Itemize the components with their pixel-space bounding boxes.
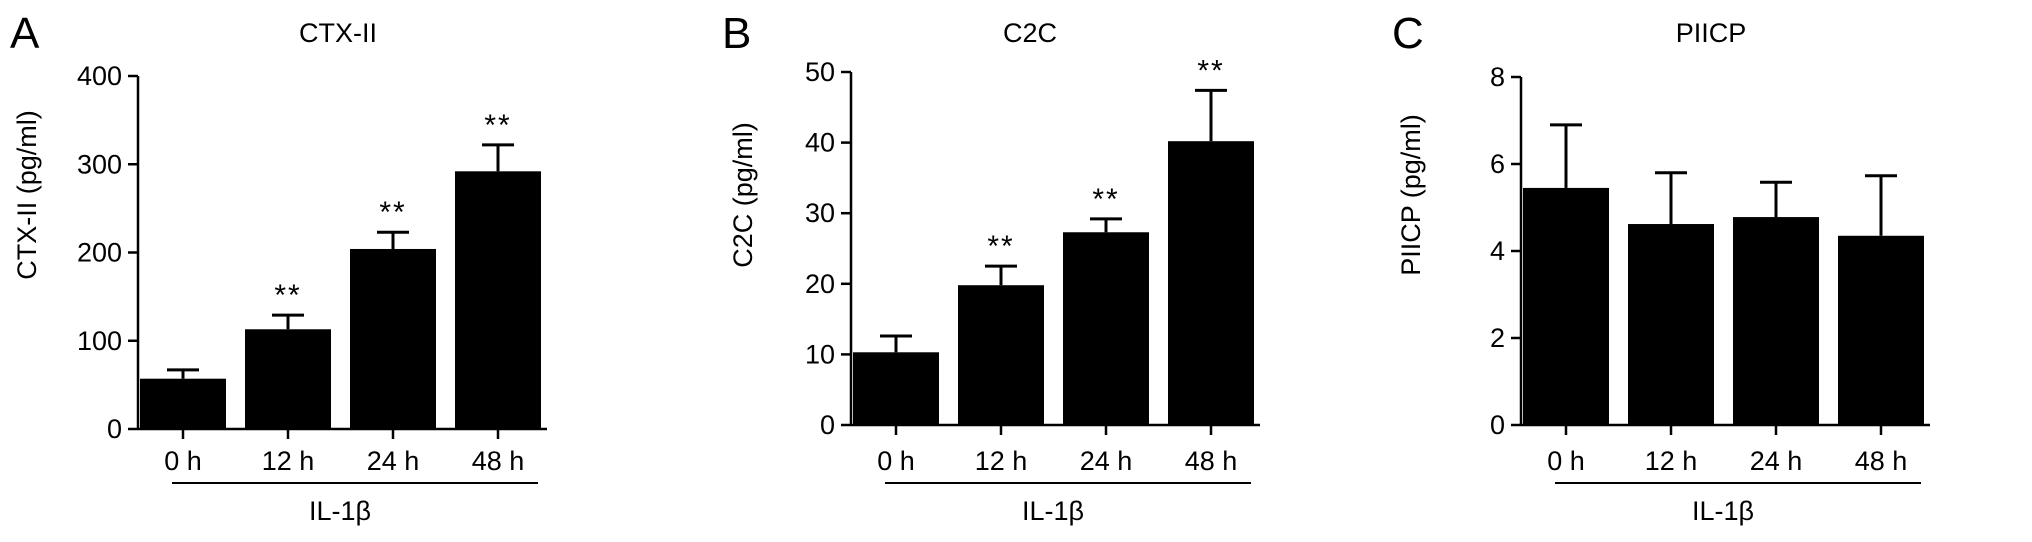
x-tick-label-2: 24 h xyxy=(1080,446,1133,476)
significance-marker: ** xyxy=(1092,183,1119,216)
y-tick-label: 40 xyxy=(805,128,835,158)
panel-letter: C xyxy=(1392,9,1424,58)
bar xyxy=(1063,232,1149,425)
x-tick-label-0: 0 h xyxy=(164,446,202,476)
y-tick-label: 300 xyxy=(77,149,122,179)
bar xyxy=(140,378,226,429)
y-axis-label: PIICP (pg/ml) xyxy=(1396,114,1426,276)
panel-letter: A xyxy=(10,9,40,58)
group-label: IL-1β xyxy=(1692,496,1754,526)
y-tick-label: 30 xyxy=(805,198,835,228)
bar xyxy=(1838,235,1924,425)
bar xyxy=(245,329,331,429)
bar xyxy=(958,285,1044,425)
x-tick-label-3: 48 h xyxy=(472,446,525,476)
chart-title: PIICP xyxy=(1676,18,1747,48)
y-tick-label: 20 xyxy=(805,269,835,299)
bar xyxy=(853,352,939,425)
y-tick-label: 400 xyxy=(77,61,122,91)
bar xyxy=(350,248,436,429)
y-tick-label: 50 xyxy=(805,57,835,87)
chart-title: C2C xyxy=(1003,18,1057,48)
x-tick-label-2: 24 h xyxy=(367,446,420,476)
y-axis-label: C2C (pg/ml) xyxy=(728,122,758,268)
y-tick-label: 0 xyxy=(107,414,122,444)
y-tick-label: 6 xyxy=(1490,149,1505,179)
y-tick-label: 8 xyxy=(1490,62,1505,92)
bar xyxy=(1628,224,1714,425)
significance-marker: ** xyxy=(484,109,511,142)
x-tick-label-1: 12 h xyxy=(975,446,1028,476)
bar xyxy=(455,171,541,429)
x-tick-label-1: 12 h xyxy=(262,446,315,476)
x-tick-label-2: 24 h xyxy=(1750,446,1803,476)
y-tick-label: 100 xyxy=(77,326,122,356)
chart-title: CTX-II xyxy=(299,18,377,48)
bar xyxy=(1733,217,1819,425)
y-tick-label: 0 xyxy=(1490,410,1505,440)
x-tick-label-3: 48 h xyxy=(1185,446,1238,476)
y-tick-label: 4 xyxy=(1490,236,1505,266)
panel-c: C PIICP PIICP (pg/ml) 0 h 12 h 24 h 48 h… xyxy=(1392,9,1930,526)
bar xyxy=(1168,141,1254,426)
panel-letter: B xyxy=(722,9,751,58)
x-tick-label-0: 0 h xyxy=(1547,446,1585,476)
panel-a: A CTX-II CTX-II (pg/ml) 0 h 12 h 24 h 48… xyxy=(10,9,547,526)
x-tick-label-0: 0 h xyxy=(877,446,915,476)
y-tick-label: 200 xyxy=(77,238,122,268)
significance-marker: ** xyxy=(379,196,406,229)
group-label: IL-1β xyxy=(1022,496,1084,526)
x-tick-label-3: 48 h xyxy=(1855,446,1908,476)
y-tick-label: 10 xyxy=(805,339,835,369)
y-tick-label: 2 xyxy=(1490,323,1505,353)
significance-marker: ** xyxy=(1197,54,1224,87)
x-tick-label-1: 12 h xyxy=(1645,446,1698,476)
y-axis-label: CTX-II (pg/ml) xyxy=(12,110,42,280)
bar xyxy=(1523,187,1609,425)
y-tick-label: 0 xyxy=(820,410,835,440)
panel-b: B C2C C2C (pg/ml) 0 h 12 h 24 h 48 h IL-… xyxy=(722,9,1260,526)
group-label: IL-1β xyxy=(309,496,371,526)
significance-marker: ** xyxy=(274,279,301,312)
significance-marker: ** xyxy=(987,230,1014,263)
